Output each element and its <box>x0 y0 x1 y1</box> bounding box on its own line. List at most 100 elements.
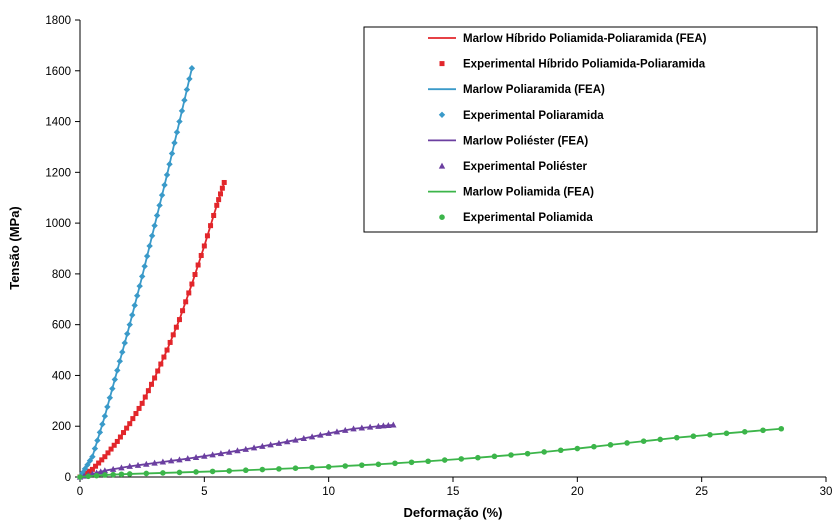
series-points <box>76 421 397 480</box>
data-point <box>193 469 199 475</box>
data-point <box>178 107 186 115</box>
data-point <box>180 308 186 314</box>
data-point <box>217 191 223 197</box>
data-point <box>276 466 282 472</box>
data-point <box>121 339 128 347</box>
y-tick-label: 800 <box>52 269 71 281</box>
data-point <box>158 191 166 199</box>
data-point <box>491 453 498 460</box>
data-point <box>674 434 680 441</box>
data-point <box>126 462 133 469</box>
data-point <box>126 321 133 328</box>
x-tick-label: 25 <box>695 486 708 498</box>
legend-item: Experimental Poliaramida <box>438 110 604 122</box>
data-point <box>99 457 105 463</box>
data-point <box>148 381 154 387</box>
data-point <box>136 282 143 290</box>
data-point <box>101 467 109 474</box>
y-tick-label: 0 <box>65 472 71 484</box>
legend-item: Experimental Poliamida <box>439 212 593 224</box>
legend-label: Marlow Híbrido Poliamida-Poliaramida (FE… <box>463 33 707 45</box>
data-point <box>127 421 133 427</box>
data-point <box>129 311 136 319</box>
data-point <box>176 317 182 323</box>
series-line <box>79 68 193 478</box>
data-point <box>139 400 145 406</box>
data-point <box>209 451 216 458</box>
data-point <box>153 212 161 219</box>
x-tick-label: 5 <box>201 486 207 498</box>
data-point <box>195 262 201 268</box>
ticks-group: 0 5 10 15 20 25 30 0 200 400 600 800 1000 1200 1400 160… <box>45 15 832 498</box>
data-point <box>101 412 109 420</box>
data-point <box>221 179 227 185</box>
data-point <box>259 442 266 449</box>
data-point <box>119 348 126 356</box>
data-point <box>160 470 166 476</box>
series-line <box>79 427 782 478</box>
legend-label: Experimental Poliamida <box>463 212 593 224</box>
data-point <box>342 426 349 433</box>
data-point <box>380 422 387 429</box>
data-point <box>778 425 785 432</box>
data-point <box>385 421 392 428</box>
data-point <box>690 433 697 440</box>
data-point <box>359 462 365 468</box>
y-tick-label: 400 <box>52 370 71 382</box>
data-point <box>342 463 349 469</box>
data-point <box>226 448 233 455</box>
x-tick-label: 0 <box>77 486 83 498</box>
legend-item: Marlow Poliaramida (FEA) <box>428 84 605 96</box>
data-point <box>216 197 222 203</box>
legend-item: Marlow Híbrido Poliamida-Poliaramida (FE… <box>428 33 707 45</box>
data-point <box>284 438 291 445</box>
data-point <box>309 464 315 471</box>
legend-item: Experimental Híbrido Poliamida-Poliarami… <box>439 59 706 71</box>
data-point <box>118 464 125 471</box>
data-point <box>176 456 183 463</box>
series-line <box>79 68 193 478</box>
series-layer <box>76 65 785 481</box>
data-point <box>591 443 597 450</box>
data-point <box>308 433 316 440</box>
data-point <box>111 442 117 448</box>
data-point <box>624 440 630 446</box>
x-tick-label: 30 <box>820 486 833 498</box>
data-point <box>192 453 200 460</box>
legend-label: Marlow Poliéster (FEA) <box>463 135 588 147</box>
data-point <box>152 375 158 381</box>
data-point <box>259 466 266 473</box>
data-point <box>723 430 730 437</box>
data-point <box>217 450 225 457</box>
data-point <box>145 388 151 394</box>
data-point <box>366 423 374 430</box>
data-point <box>176 469 183 476</box>
y-tick-label: 1600 <box>45 66 71 78</box>
x-axis-title: Deformação (%) <box>404 505 503 520</box>
data-point <box>86 468 92 474</box>
data-point <box>390 421 397 428</box>
data-point <box>109 385 116 392</box>
data-point <box>96 429 104 436</box>
data-point <box>108 446 114 452</box>
data-point <box>77 474 83 480</box>
data-point <box>325 429 332 436</box>
series-points <box>77 425 785 480</box>
legend: Marlow Híbrido Poliamida-Poliaramida (FE… <box>363 26 818 233</box>
data-point <box>358 424 366 431</box>
data-point <box>93 463 99 469</box>
data-point <box>333 428 341 435</box>
data-point <box>136 405 142 411</box>
data-point <box>104 403 111 411</box>
data-point <box>130 416 136 422</box>
data-point <box>170 332 176 338</box>
data-point <box>657 436 664 443</box>
data-point <box>425 458 431 465</box>
data-point <box>167 457 175 464</box>
data-point <box>163 171 171 179</box>
data-point <box>208 223 214 229</box>
data-point <box>441 457 448 463</box>
data-point <box>508 452 514 458</box>
data-point <box>173 324 179 330</box>
